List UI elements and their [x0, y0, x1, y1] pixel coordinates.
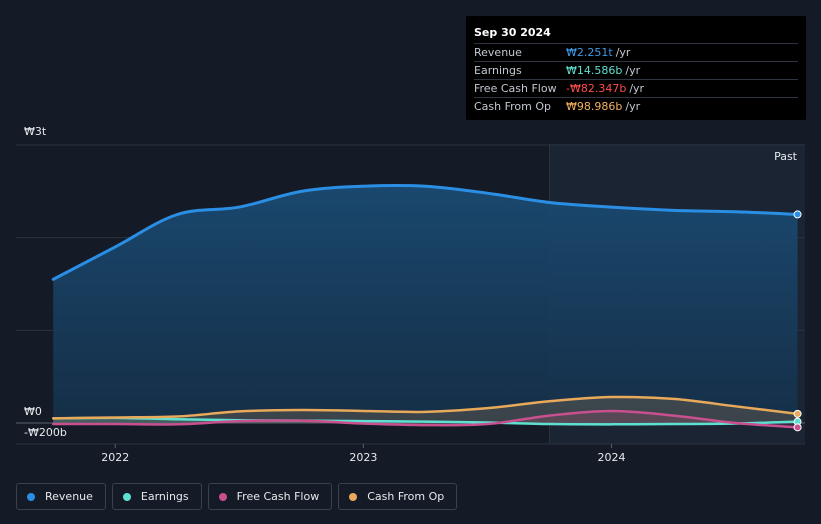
tooltip-row-value: -₩82.347b	[566, 82, 627, 95]
y-tick-label: -₩200b	[24, 426, 67, 439]
tooltip-row-value: ₩14.586b	[566, 64, 623, 77]
legend-item-earnings[interactable]: Earnings	[111, 483, 202, 510]
free-cash-flow-end-point	[793, 423, 802, 432]
tooltip-row: Cash From Op ₩98.986b/yr	[474, 98, 798, 115]
past-label: Past	[774, 150, 798, 163]
legend-dot-icon	[218, 492, 227, 501]
revenue-area	[53, 185, 798, 423]
legend-label: Cash From Op	[367, 490, 445, 503]
tooltip-row-value: ₩2.251t	[566, 46, 613, 59]
free-cash-flow-area	[53, 410, 798, 428]
revenue-end-point	[793, 210, 802, 219]
tooltip-row: Revenue ₩2.251t/yr	[474, 44, 798, 62]
earnings-line	[51, 416, 799, 426]
x-tick-label: 2023	[349, 451, 377, 464]
legend-item-free-cash-flow[interactable]: Free Cash Flow	[207, 483, 333, 510]
tooltip-row: Free Cash Flow -₩82.347b/yr	[474, 80, 798, 98]
chart-area: ₩3t ₩0 -₩200b 2022 2023 2024 Past	[16, 125, 805, 464]
legend-label: Free Cash Flow	[236, 490, 320, 503]
tooltip-row: Earnings ₩14.586b/yr	[474, 62, 798, 80]
legend-label: Revenue	[45, 490, 93, 503]
y-tick-label: ₩3t	[24, 125, 47, 138]
tooltip-row-label: Earnings	[474, 64, 522, 77]
tooltip-row-label: Cash From Op	[474, 100, 552, 113]
tooltip-row-label: Free Cash Flow	[474, 82, 557, 95]
x-tick-label: 2024	[597, 451, 625, 464]
x-axis-labels: 2022 2023 2024	[101, 444, 625, 464]
cash-from-op-line	[51, 395, 799, 420]
revenue-line	[51, 183, 800, 281]
y-tick-label: ₩0	[24, 405, 42, 418]
cash-from-op-end-point	[793, 409, 802, 418]
series-areas	[53, 185, 798, 428]
series-end-points	[793, 210, 802, 432]
legend: Revenue Earnings Free Cash Flow Cash From O…	[16, 483, 458, 510]
legend-dot-icon	[349, 492, 358, 501]
legend-item-cash-from-op[interactable]: Cash From Op	[338, 483, 458, 510]
earnings-area	[53, 417, 798, 425]
tooltip-row-unit: /yr	[629, 82, 645, 95]
free-cash-flow-line	[51, 409, 799, 429]
legend-item-revenue[interactable]: Revenue	[16, 483, 106, 510]
series-lines	[51, 183, 800, 429]
cash-from-op-area	[53, 396, 798, 423]
y-axis-labels: ₩3t ₩0 -₩200b	[24, 125, 67, 439]
tooltip-row-label: Revenue	[474, 46, 522, 59]
legend-label: Earnings	[140, 490, 189, 503]
x-tick-label: 2022	[101, 451, 129, 464]
legend-dot-icon	[27, 492, 35, 501]
tooltip-date: Sep 30 2024	[474, 24, 798, 44]
legend-dot-icon	[122, 492, 131, 501]
tooltip-row-value: ₩98.986b	[566, 100, 623, 113]
tooltip-row-unit: /yr	[625, 64, 641, 77]
tooltip-rows: Revenue ₩2.251t/yr Earnings ₩14.586b/yr Free…	[474, 44, 798, 115]
tooltip: Sep 30 2024 Revenue ₩2.251t/yr Earnings ₩14…	[466, 16, 806, 120]
tooltip-row-unit: /yr	[615, 46, 631, 59]
tooltip-row-unit: /yr	[625, 100, 641, 113]
